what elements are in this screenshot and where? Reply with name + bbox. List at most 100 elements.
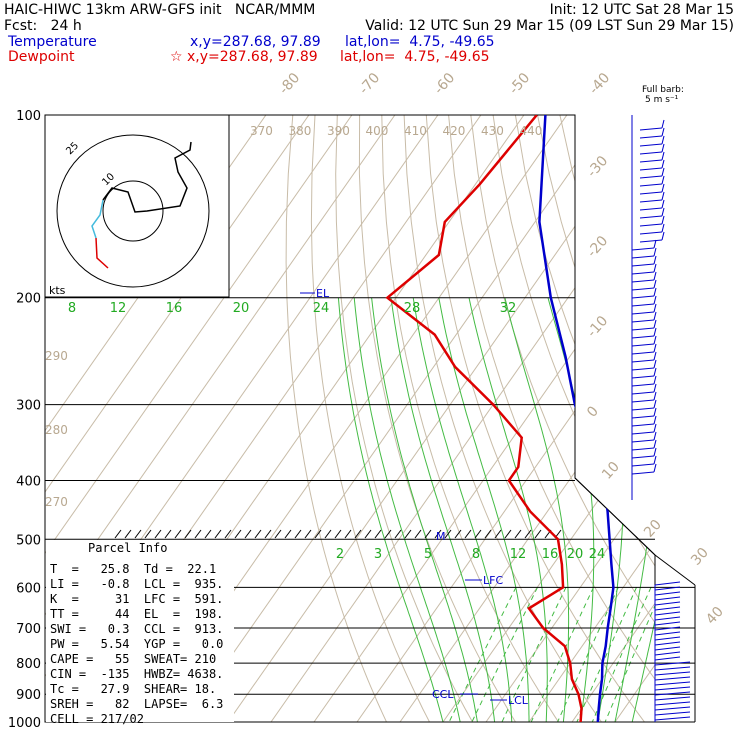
hatch-mark bbox=[134, 529, 142, 539]
barb-legend-line1: Full barb: bbox=[642, 85, 684, 95]
hatch-mark bbox=[484, 529, 492, 539]
hatch-mark bbox=[204, 529, 212, 539]
m-label: M bbox=[436, 530, 446, 543]
wind-barb bbox=[631, 327, 655, 331]
theta-label: 400 bbox=[366, 124, 389, 138]
parcel-info-box: Parcel Info T = 25.8 Td = 22.1LI = -0.8 L… bbox=[46, 540, 234, 726]
wind-barb bbox=[653, 247, 657, 257]
wind-barb bbox=[654, 711, 691, 716]
hatch-mark bbox=[144, 529, 152, 539]
parcel-info-row: Tc = 27.9 SHEAR= 18. bbox=[50, 682, 216, 696]
isotherm-line bbox=[45, 115, 396, 722]
hatch-mark bbox=[494, 529, 502, 539]
wind-barb bbox=[653, 415, 657, 425]
wind-barb bbox=[639, 215, 663, 219]
isotherm-label: -40 bbox=[586, 70, 613, 98]
hatch-mark bbox=[474, 529, 482, 539]
wind-barb bbox=[631, 391, 655, 395]
hatch-mark bbox=[264, 529, 272, 539]
wind-barb bbox=[639, 127, 663, 131]
wind-barb bbox=[654, 601, 681, 606]
pressure-tick-label: 300 bbox=[16, 399, 41, 414]
hatch-mark bbox=[174, 529, 182, 539]
wind-barb bbox=[654, 696, 691, 701]
parcel-info-row: SWI = 0.3 CCL = 913. bbox=[50, 622, 223, 636]
dry-adiabat-line bbox=[537, 115, 655, 722]
hatch-mark bbox=[304, 529, 312, 539]
dewpoint-profile bbox=[385, 115, 583, 722]
hatch-mark bbox=[344, 529, 352, 539]
moist-adiabat-line bbox=[631, 297, 655, 722]
mixing-ratio-label: 24 bbox=[589, 547, 606, 562]
pressure-tick-label: 800 bbox=[16, 657, 41, 672]
parcel-info-row: PW = 5.54 YGP = 0.0 bbox=[50, 637, 223, 651]
dry-adiabat-line bbox=[671, 115, 740, 722]
mixing-ratio-label: 5 bbox=[424, 547, 432, 562]
wind-barb bbox=[653, 319, 657, 329]
wind-barb bbox=[653, 343, 657, 353]
wind-barb bbox=[654, 646, 681, 651]
isotherm-line bbox=[614, 115, 655, 722]
wind-barb bbox=[653, 311, 657, 321]
dry-adiabat-line bbox=[310, 115, 430, 722]
theta-label: 380 bbox=[289, 124, 312, 138]
pressure-tick-label: 900 bbox=[16, 688, 41, 703]
dewpoint-latlon: lat,lon= 4.75, -49.65 bbox=[340, 49, 490, 65]
isotherm-label: 0 bbox=[584, 403, 602, 420]
wind-barb bbox=[639, 239, 663, 243]
wind-barb bbox=[631, 335, 655, 339]
isotherm-label: -20 bbox=[584, 233, 611, 261]
hatch-mark bbox=[274, 529, 282, 539]
mixing-ratio-label: 12 bbox=[510, 547, 527, 562]
theta-label: 290 bbox=[45, 349, 68, 363]
model-title: HAIC-HIWC 13km ARW-GFS init NCAR/MMM bbox=[4, 2, 316, 18]
wind-barb bbox=[661, 183, 665, 193]
hodograph-ring bbox=[102, 180, 164, 242]
wind-barb bbox=[654, 641, 681, 646]
isotherm-line bbox=[45, 115, 353, 722]
dry-adiabat-line bbox=[559, 115, 655, 722]
isotherm-line bbox=[45, 115, 310, 722]
wind-barb bbox=[631, 359, 655, 363]
wind-barb bbox=[653, 423, 657, 433]
isotherm-line bbox=[485, 115, 655, 722]
wind-barb bbox=[639, 199, 663, 203]
isotherm-label: -10 bbox=[584, 313, 611, 341]
wind-barb bbox=[653, 255, 657, 265]
mixing-ratio-label: 32 bbox=[500, 301, 517, 316]
wind-barb bbox=[639, 191, 663, 195]
wind-barb bbox=[631, 295, 655, 299]
wind-barb bbox=[631, 319, 655, 323]
parcel-info-row: K = 31 LFC = 591. bbox=[50, 592, 223, 606]
init-time: Init: 12 UTC Sat 28 Mar 15 bbox=[549, 2, 734, 18]
hodograph-ring bbox=[56, 134, 210, 288]
wind-barb bbox=[631, 367, 655, 371]
barb-legend-line2: 5 m s⁻¹ bbox=[645, 95, 679, 105]
wind-barb bbox=[653, 391, 657, 401]
dry-adiabat-line bbox=[492, 115, 655, 722]
isotherm-line bbox=[313, 115, 655, 722]
hatch-mark bbox=[314, 529, 322, 539]
parcel-info-row: TT = 44 EL = 198. bbox=[50, 607, 223, 621]
wind-barb bbox=[653, 263, 657, 273]
wind-barb bbox=[631, 423, 655, 427]
wind-barb bbox=[653, 367, 657, 377]
theta-label: 430 bbox=[481, 124, 504, 138]
isotherm-line bbox=[701, 115, 740, 722]
mixing-ratio-line bbox=[604, 587, 655, 722]
wind-barb bbox=[639, 135, 663, 139]
mixing-ratio-label: 16 bbox=[542, 547, 559, 562]
isotherm-label: -60 bbox=[431, 70, 458, 98]
hatch-mark bbox=[404, 529, 412, 539]
valid-time: Valid: 12 UTC Sun 29 Mar 15 (09 LST Sun … bbox=[365, 18, 734, 34]
hatch-mark bbox=[444, 529, 452, 539]
hatch-mark bbox=[464, 529, 472, 539]
dewpoint-xy: ☆ x,y=287.68, 97.89 bbox=[170, 49, 318, 65]
wind-barb bbox=[654, 581, 681, 586]
theta-label: 390 bbox=[327, 124, 350, 138]
hatch-mark bbox=[154, 529, 162, 539]
wind-barb bbox=[639, 167, 663, 171]
wind-barb bbox=[631, 399, 655, 403]
dry-adiabat-line bbox=[448, 115, 655, 722]
wind-barb bbox=[631, 287, 655, 291]
